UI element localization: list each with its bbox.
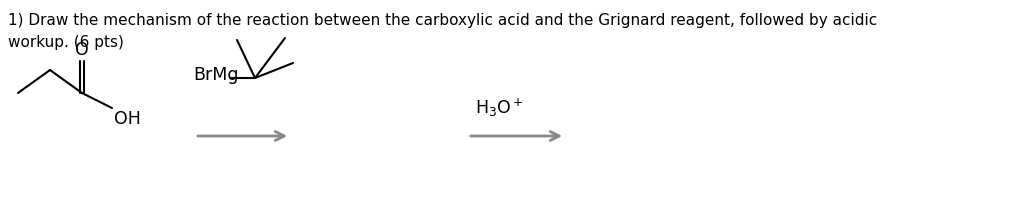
Text: OH: OH (114, 110, 141, 128)
Text: O: O (75, 41, 89, 59)
Text: H$_3$O$^+$: H$_3$O$^+$ (475, 97, 523, 119)
Text: 1) Draw the mechanism of the reaction between the carboxylic acid and the Grigna: 1) Draw the mechanism of the reaction be… (8, 13, 878, 28)
Text: workup. (6 pts): workup. (6 pts) (8, 35, 124, 50)
Text: BrMg: BrMg (193, 66, 239, 84)
